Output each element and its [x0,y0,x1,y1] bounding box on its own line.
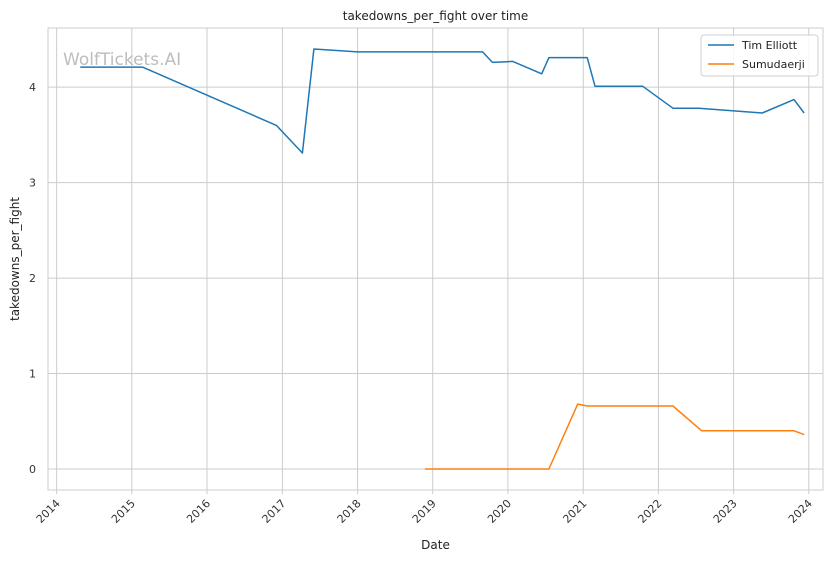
y-axis-tick-labels: 0 1 2 3 4 [29,81,36,476]
y-tick-label: 3 [29,177,36,190]
vertical-gridlines [56,28,810,490]
series-lines [80,48,805,470]
legend-label: Tim Elliott [741,39,798,52]
y-tick-label: 4 [29,81,36,94]
series-line-tim-elliott [80,48,805,154]
y-tick-label: 1 [29,368,36,381]
legend: Tim Elliott Sumudaerji [700,34,819,77]
series-line-sumudaerji [424,403,805,470]
y-tick-label: 2 [29,272,36,285]
y-tick-label: 0 [29,463,36,476]
y-axis-title: takedowns_per_fight [8,197,22,321]
horizontal-gridlines [48,86,823,470]
x-axis-title: Date [421,538,450,552]
plot-area-frame [47,27,824,491]
watermark-text: WolfTickets.AI [63,50,181,70]
legend-label: Sumudaerji [742,58,805,71]
chart-title: takedowns_per_fight over time [343,9,529,23]
